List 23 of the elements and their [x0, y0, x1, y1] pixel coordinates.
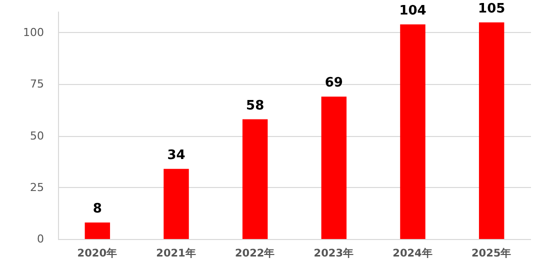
bar	[400, 24, 426, 239]
x-tick-label: 2024年	[392, 246, 433, 260]
y-tick-label: 0	[37, 232, 44, 246]
x-tick-label: 2020年	[77, 246, 118, 260]
y-tick-label: 25	[30, 180, 44, 194]
data-label: 69	[324, 76, 343, 91]
y-tick-label: 75	[30, 78, 44, 91]
data-label: 8	[92, 201, 102, 216]
data-label: 34	[167, 148, 186, 163]
data-label: 58	[246, 98, 264, 114]
x-tick-label: 2022年	[234, 246, 276, 260]
x-tick-label: 2025年	[471, 246, 512, 260]
bar	[478, 22, 504, 239]
data-label: 105	[478, 1, 506, 16]
bar	[242, 119, 268, 239]
bar	[84, 222, 110, 239]
data-label: 104	[399, 3, 426, 18]
bar	[164, 168, 189, 239]
x-tick-label: 2021年	[156, 246, 196, 260]
bar	[321, 96, 347, 239]
y-tick-label: 100	[23, 26, 44, 40]
y-tick-label: 50	[30, 129, 44, 142]
x-tick-label: 2023年	[314, 246, 354, 260]
